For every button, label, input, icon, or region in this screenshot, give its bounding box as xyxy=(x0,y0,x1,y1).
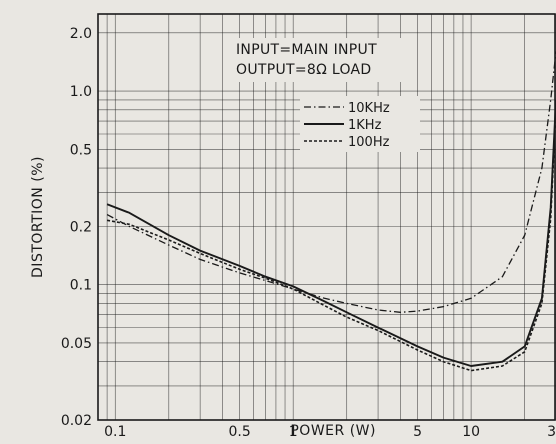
legend-label: 100Hz xyxy=(348,135,390,150)
series-line-100hz xyxy=(106,109,556,372)
annotation-background xyxy=(232,38,402,82)
y-tick-label: 0.02 xyxy=(61,413,92,429)
legend-label: 10KHz xyxy=(348,101,390,116)
y-tick-label: 0.1 xyxy=(70,278,92,294)
ticks-layer: 0.1 0.5 1 5 10 30 0.02 0.05 0.1 0.2 0.5 1.0 2.0 xyxy=(61,26,556,440)
y-axis-label: DISTORTION (%) xyxy=(30,156,46,278)
annotation-input: INPUT=MAIN INPUT xyxy=(236,42,377,58)
x-tick-label: 1 xyxy=(289,424,298,439)
x-tick-label: 0.5 xyxy=(228,424,250,439)
legend: 10KHz 1KHz 100Hz xyxy=(300,96,420,152)
y-tick-label: 0.2 xyxy=(70,219,92,235)
series-layer xyxy=(106,51,556,372)
x-axis-label: POWER (W) xyxy=(290,423,376,439)
x-tick-label: 0.1 xyxy=(104,424,126,439)
y-tick-label: 2.0 xyxy=(70,26,92,42)
x-tick-label: 5 xyxy=(413,424,422,439)
x-tick-label: 30 xyxy=(547,424,556,439)
series-line-10khz xyxy=(106,51,556,313)
series-line-1khz xyxy=(106,99,556,367)
y-tick-label: 0.5 xyxy=(70,142,92,158)
x-tick-label: 10 xyxy=(462,424,480,439)
y-tick-label: 1.0 xyxy=(70,84,92,100)
plot-frame xyxy=(97,13,556,421)
legend-label: 1KHz xyxy=(348,118,382,133)
y-tick-label: 0.05 xyxy=(61,336,92,352)
annotation-output: OUTPUT=8Ω LOAD xyxy=(236,62,371,78)
